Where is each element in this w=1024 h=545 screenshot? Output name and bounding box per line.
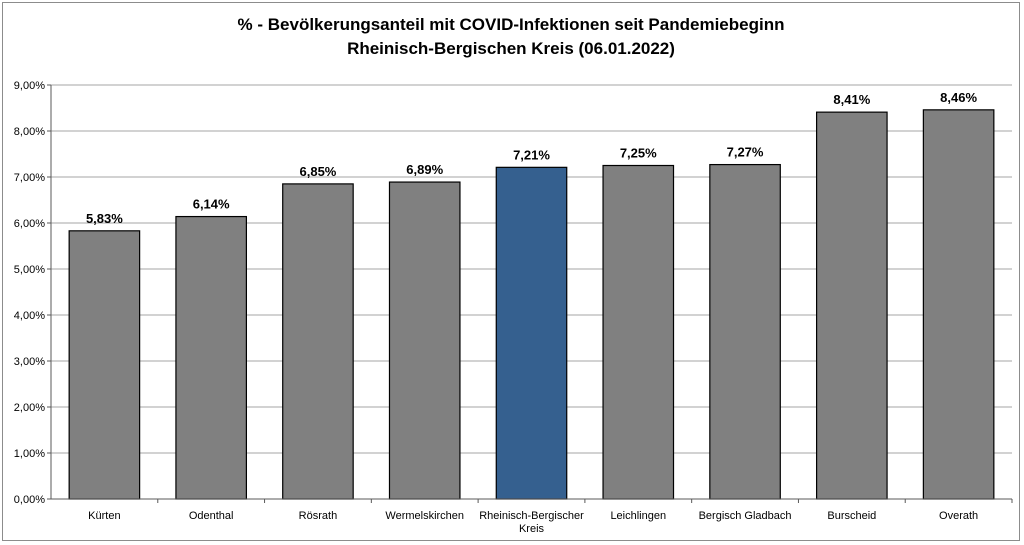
bar <box>495 166 568 500</box>
bar <box>922 109 995 500</box>
data-label: 7,21% <box>513 147 550 162</box>
y-tick-label: 4,00% <box>14 310 45 322</box>
data-label: 6,89% <box>406 162 443 177</box>
axes <box>50 85 1012 500</box>
bar <box>709 163 781 500</box>
x-tick-label: Burscheid <box>827 510 876 522</box>
bar <box>815 111 888 500</box>
x-tick-label: Bergisch Gladbach <box>699 510 792 522</box>
bar <box>68 230 141 500</box>
data-label: 8,41% <box>833 92 870 107</box>
y-axis-ticks: 0,00% 1,00% 2,00% 3,00% 4,00% 5,00% 6,00% 7,00%… <box>14 80 51 506</box>
y-tick-label: 2,00% <box>14 402 45 414</box>
bar <box>175 215 248 500</box>
x-tick-label: Rheinisch-Bergischer <box>479 510 584 522</box>
x-tick-label: Overath <box>939 510 978 522</box>
y-tick-label: 6,00% <box>14 218 45 230</box>
data-label: 7,27% <box>727 145 764 160</box>
bars <box>68 109 995 500</box>
bar-chart: % - Bevölkerungsanteil mit COVID-Infekti… <box>14 15 1013 535</box>
x-tick-label: Odenthal <box>189 510 234 522</box>
data-label: 6,14% <box>193 197 230 212</box>
x-tick-label: Rösrath <box>299 510 338 522</box>
x-axis-labels: Kürten Odenthal Rösrath Wermelskirchen Rhein… <box>88 499 1013 535</box>
chart-subtitle: Rheinisch-Bergischen Kreis (06.01.2022) <box>347 39 675 58</box>
data-label: 8,46% <box>940 90 977 105</box>
x-tick-label: Wermelskirchen <box>385 510 464 522</box>
data-label: 7,25% <box>620 146 657 161</box>
bar <box>388 181 461 500</box>
y-tick-label: 3,00% <box>14 356 45 368</box>
value-labels: 5,83% 6,14% 6,85% 6,89% 7,21% 7,25% 7,27% 8,41%… <box>86 90 978 226</box>
chart-title: % - Bevölkerungsanteil mit COVID-Infekti… <box>238 15 785 34</box>
x-tick-label: Kreis <box>519 523 545 535</box>
bar <box>602 164 675 500</box>
y-tick-label: 9,00% <box>14 80 45 92</box>
data-label: 6,85% <box>300 164 337 179</box>
x-tick-label: Kürten <box>88 510 120 522</box>
bar <box>282 183 354 500</box>
y-tick-label: 8,00% <box>14 126 45 138</box>
y-tick-label: 1,00% <box>14 448 45 460</box>
y-tick-label: 5,00% <box>14 264 45 276</box>
x-tick-label: Leichlingen <box>610 510 666 522</box>
y-tick-label: 0,00% <box>14 494 45 506</box>
y-tick-label: 7,00% <box>14 172 45 184</box>
data-label: 5,83% <box>86 211 123 226</box>
